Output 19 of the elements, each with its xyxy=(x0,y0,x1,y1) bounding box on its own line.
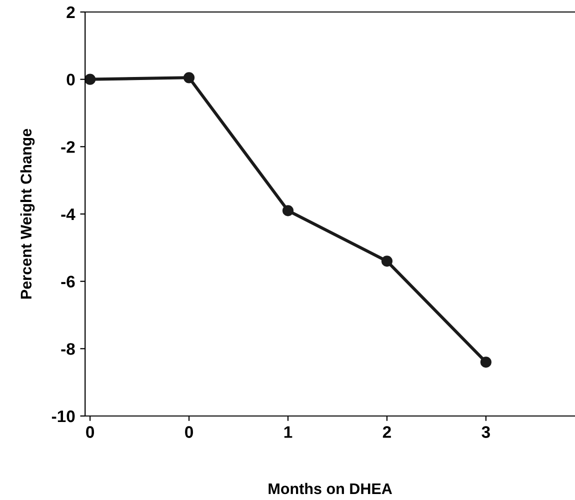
x-tick-label: 1 xyxy=(284,426,292,438)
point xyxy=(183,72,195,84)
y-tick-label: -2 xyxy=(61,141,75,153)
point xyxy=(381,256,393,267)
y-axis-title: Percent Weight Change xyxy=(20,128,35,299)
y-tick-label: 2 xyxy=(66,6,75,18)
y-tick-label: -6 xyxy=(61,276,75,288)
point xyxy=(85,74,96,85)
x-axis-title: Months on DHEA xyxy=(268,482,392,494)
x-tick-label: 3 xyxy=(482,426,490,438)
point xyxy=(480,356,492,368)
x-tick-label: 0 xyxy=(185,426,193,438)
point xyxy=(282,205,294,216)
x-tick-label: 2 xyxy=(382,426,391,438)
y-tick-label: -4 xyxy=(61,208,76,220)
y-tick-label: -10 xyxy=(52,410,75,422)
y-tick-label: 0 xyxy=(66,74,75,86)
x-tick-label: 0 xyxy=(86,426,94,438)
y-tick-label: -8 xyxy=(61,343,75,355)
